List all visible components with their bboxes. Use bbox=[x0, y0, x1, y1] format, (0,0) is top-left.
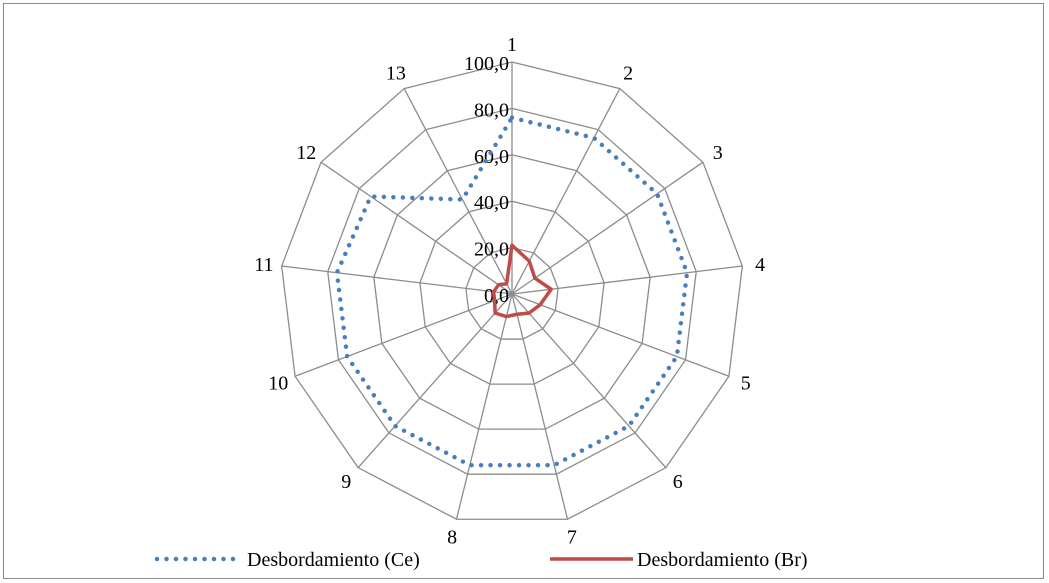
category-label: 13 bbox=[386, 63, 406, 85]
category-label: 4 bbox=[755, 254, 765, 276]
category-label: 5 bbox=[741, 373, 751, 395]
grid-spoke bbox=[511, 293, 730, 377]
category-label: 3 bbox=[713, 142, 723, 164]
category-label: 8 bbox=[447, 527, 457, 549]
category-label: 12 bbox=[296, 142, 316, 164]
radial-tick-labels: 0,0 20,0 40,0 60,0 80,0 100,0 bbox=[464, 53, 509, 307]
radial-tick-label: 20,0 bbox=[474, 239, 509, 261]
grid-spoke bbox=[511, 161, 704, 295]
grid-ring bbox=[281, 61, 743, 520]
category-label: 7 bbox=[567, 527, 577, 549]
grid-ring bbox=[419, 200, 605, 385]
grid-spoke bbox=[403, 88, 513, 295]
legend-label-ce: Desbordamiento (Ce) bbox=[247, 549, 420, 571]
radial-tick-label: 40,0 bbox=[474, 192, 509, 214]
grid-spoke bbox=[281, 265, 513, 295]
category-label: 10 bbox=[268, 373, 288, 395]
series-line bbox=[334, 115, 690, 468]
series-line bbox=[491, 243, 553, 319]
chart-frame bbox=[3, 3, 1044, 579]
radial-tick-label: 80,0 bbox=[474, 99, 509, 121]
series-layer bbox=[334, 115, 690, 468]
radial-tick-label: 0,0 bbox=[484, 285, 509, 307]
grid-spoke bbox=[511, 293, 667, 469]
radial-tick-label: 60,0 bbox=[474, 146, 509, 168]
category-label: 2 bbox=[623, 63, 633, 85]
legend: Desbordamiento (Ce) Desbordamiento (Br) bbox=[154, 549, 808, 571]
category-label: 11 bbox=[254, 254, 273, 276]
grid-spoke bbox=[357, 293, 513, 469]
grid-ring bbox=[327, 107, 697, 475]
category-label: 6 bbox=[673, 471, 683, 493]
radial-tick-label: 100,0 bbox=[464, 53, 509, 75]
category-label: 1 bbox=[507, 34, 517, 56]
grid-ring bbox=[465, 246, 559, 340]
grid-ring bbox=[373, 154, 651, 430]
grid-spoke bbox=[511, 293, 569, 520]
grid-spoke bbox=[320, 161, 513, 295]
category-label: 9 bbox=[341, 471, 351, 493]
radar-grid bbox=[281, 61, 743, 520]
grid-spoke bbox=[455, 293, 513, 520]
legend-label-br: Desbordamiento (Br) bbox=[637, 549, 808, 571]
grid-spoke bbox=[294, 293, 513, 377]
